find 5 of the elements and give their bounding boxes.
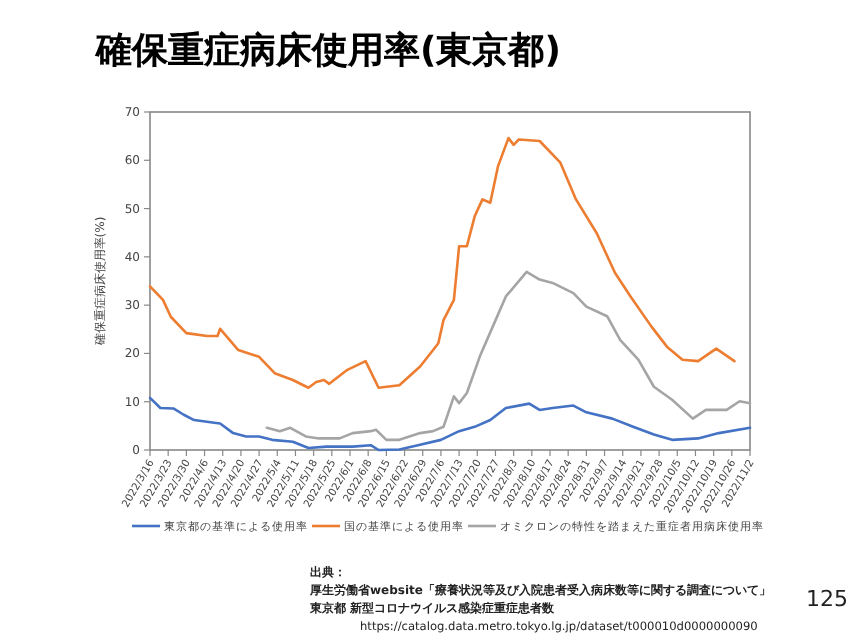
line-series — [265, 270, 752, 442]
line-series — [148, 396, 752, 452]
line-series — [148, 136, 736, 390]
chart-title: 確保重症病床使用率(東京都) — [94, 30, 561, 72]
text: 125 — [806, 586, 848, 612]
